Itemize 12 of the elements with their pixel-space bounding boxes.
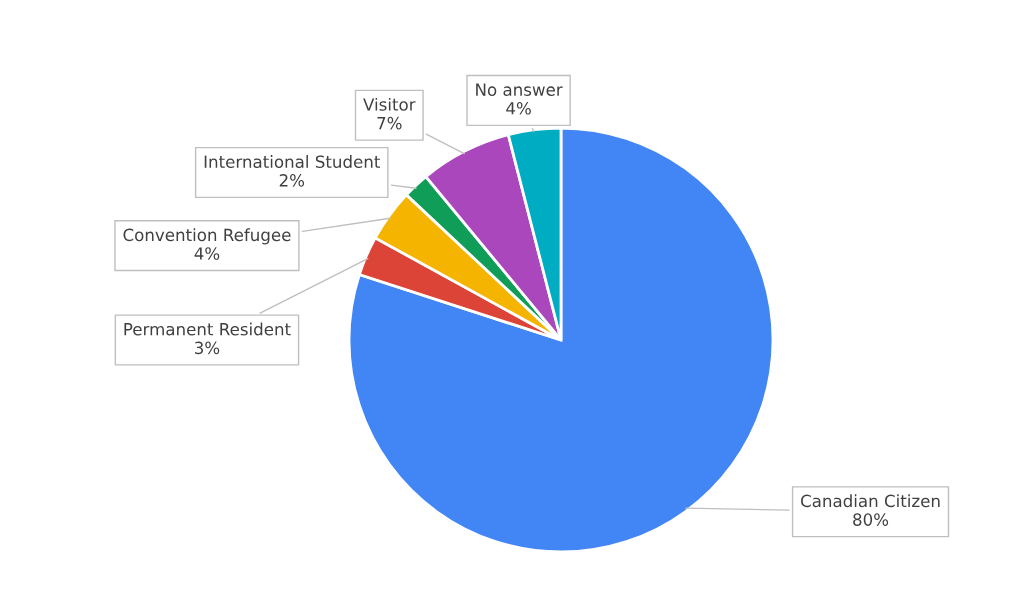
- slice-label: International Student: [204, 155, 380, 169]
- data-label: 3%: [195, 341, 220, 355]
- slice-label: Permanent Resident: [124, 322, 291, 336]
- slice-label: Convention Refugee: [123, 228, 291, 245]
- data-label: 7%: [377, 116, 402, 130]
- data-label: 4%: [506, 102, 531, 115]
- slice-label: No answer: [476, 83, 563, 96]
- data-label: 80%: [853, 513, 889, 526]
- data-label: 4%: [194, 247, 220, 260]
- data-label: 2%: [279, 174, 305, 187]
- slice-label: Visitor: [363, 97, 416, 111]
- slice-label: Canadian Citizen: [801, 494, 940, 508]
